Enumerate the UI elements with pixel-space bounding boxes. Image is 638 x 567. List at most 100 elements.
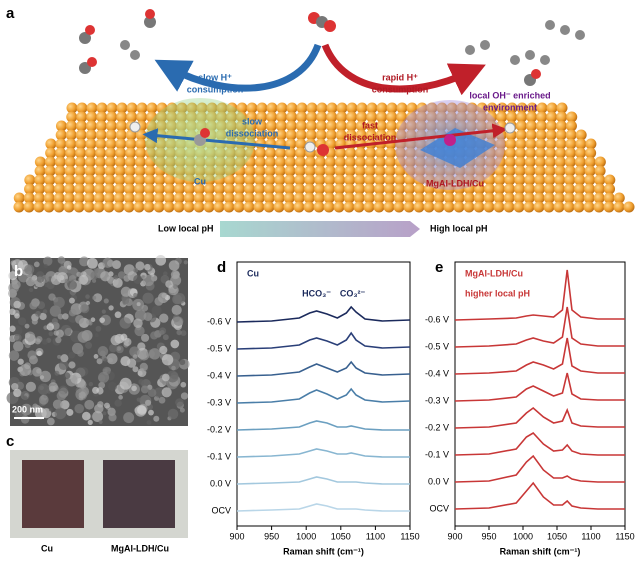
atom	[533, 192, 545, 204]
annotation: HCO₃⁻	[302, 288, 331, 298]
grain	[9, 325, 16, 332]
grain	[171, 365, 176, 371]
atom	[545, 120, 557, 132]
atom	[494, 174, 506, 186]
atom	[183, 192, 195, 204]
chart-title: Cu	[247, 268, 259, 278]
atom	[375, 120, 387, 132]
grain	[106, 353, 118, 365]
atom	[365, 147, 377, 159]
atom	[393, 201, 405, 213]
grain	[165, 280, 173, 288]
atom	[94, 174, 106, 186]
grain	[48, 293, 56, 301]
grain	[75, 388, 88, 401]
atom	[45, 138, 57, 150]
atom	[193, 201, 205, 213]
atom	[64, 183, 76, 195]
atom	[563, 192, 575, 204]
grain	[161, 292, 167, 299]
atom	[146, 102, 158, 114]
atom	[24, 183, 36, 195]
atom	[493, 192, 505, 204]
grain	[32, 366, 42, 377]
atom	[94, 183, 106, 195]
atom	[344, 156, 356, 168]
atom	[594, 174, 606, 186]
grain	[144, 399, 152, 406]
atom	[126, 102, 138, 114]
grain	[19, 364, 32, 376]
atom	[254, 174, 266, 186]
atom	[516, 102, 528, 114]
atom	[593, 201, 605, 213]
atom	[305, 129, 317, 141]
grain	[74, 403, 84, 414]
atom	[133, 192, 145, 204]
x-tick-label: 1150	[615, 531, 634, 541]
atom	[334, 174, 346, 186]
atom	[136, 111, 148, 123]
grain	[75, 315, 85, 324]
atom	[346, 102, 358, 114]
atom	[44, 156, 56, 168]
grain	[54, 407, 67, 420]
x-tick-label: 950	[481, 531, 496, 541]
grain	[13, 300, 21, 309]
atom	[55, 129, 67, 141]
grain	[68, 361, 76, 369]
atom	[523, 201, 535, 213]
grain	[52, 399, 63, 410]
series-label: -0.6 V	[425, 314, 449, 324]
grain	[25, 381, 36, 392]
atom	[76, 111, 88, 123]
atom	[504, 174, 516, 186]
atom	[55, 138, 67, 150]
atom	[295, 147, 307, 159]
atom	[593, 192, 605, 204]
grain	[25, 276, 36, 287]
atom	[584, 165, 596, 177]
atom	[554, 174, 566, 186]
atom	[283, 192, 295, 204]
atom	[255, 147, 267, 159]
atom	[303, 201, 315, 213]
atom	[546, 102, 558, 114]
grain	[166, 370, 179, 383]
atom	[316, 111, 328, 123]
grain	[8, 350, 20, 361]
grain	[154, 297, 164, 306]
atom	[324, 156, 336, 168]
grain	[170, 339, 180, 349]
grain	[53, 296, 65, 309]
grain	[118, 395, 123, 400]
atom	[256, 102, 268, 114]
grain	[120, 286, 132, 297]
atom	[244, 174, 256, 186]
grain	[79, 256, 90, 267]
atom	[516, 111, 528, 123]
series-label: -0.5 V	[207, 343, 231, 353]
atom	[374, 156, 386, 168]
atom	[144, 174, 156, 186]
atom	[515, 138, 527, 150]
grain	[175, 398, 184, 407]
grain	[85, 294, 90, 299]
grain	[48, 407, 53, 412]
atom	[85, 120, 97, 132]
atom	[585, 138, 597, 150]
atom	[234, 183, 246, 195]
atom	[204, 183, 216, 195]
atom	[564, 183, 576, 195]
atom	[114, 183, 126, 195]
atom	[273, 201, 285, 213]
atom	[193, 192, 205, 204]
atom	[324, 183, 336, 195]
grain	[138, 350, 150, 361]
atom	[274, 165, 286, 177]
spectrum	[236, 476, 410, 485]
grain	[56, 390, 67, 401]
atom	[116, 102, 128, 114]
grain	[87, 419, 93, 425]
atom	[594, 183, 606, 195]
